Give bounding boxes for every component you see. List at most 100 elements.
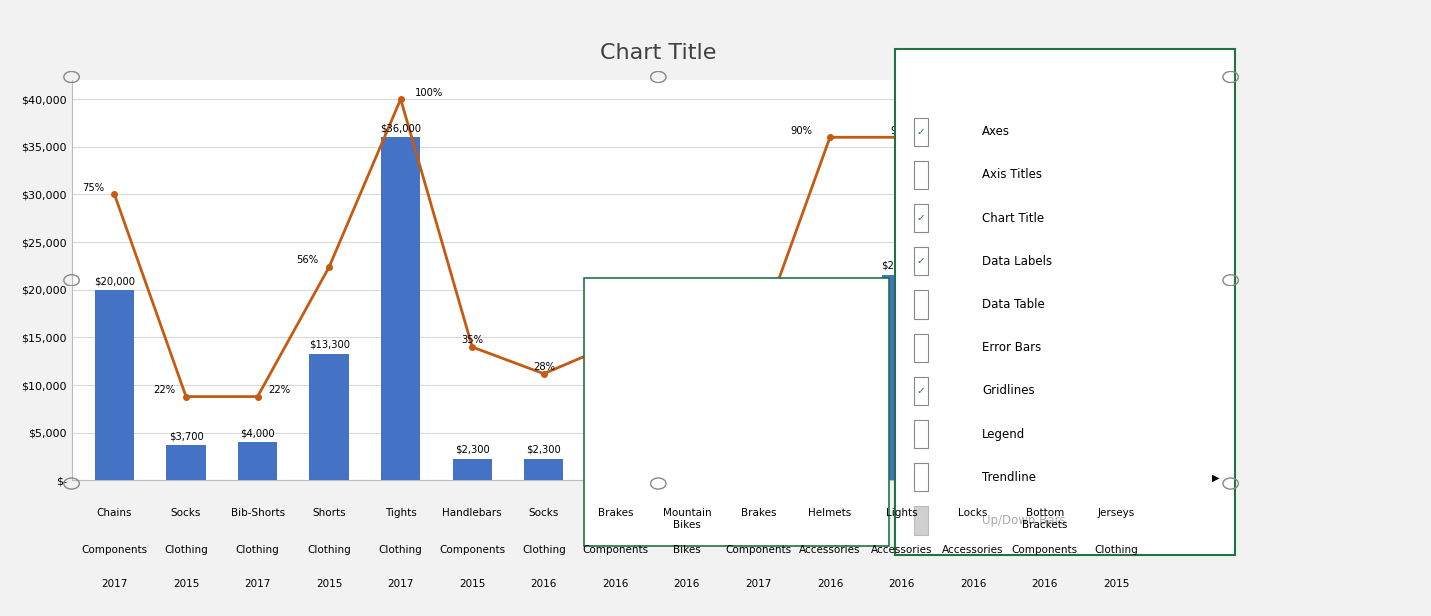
- Text: $29,800: $29,800: [953, 182, 993, 193]
- FancyBboxPatch shape: [913, 204, 927, 232]
- Text: 2015: 2015: [459, 579, 485, 589]
- Text: +: +: [1211, 54, 1226, 72]
- Text: Chart Elements: Chart Elements: [920, 69, 1035, 82]
- Text: 2017: 2017: [746, 579, 771, 589]
- FancyBboxPatch shape: [913, 118, 927, 146]
- FancyBboxPatch shape: [913, 247, 927, 275]
- Text: 5%: 5%: [1108, 455, 1125, 464]
- Text: 2015: 2015: [316, 579, 342, 589]
- Text: 2016: 2016: [674, 579, 700, 589]
- Text: Brakes: Brakes: [598, 508, 633, 518]
- Text: 2016: 2016: [602, 579, 628, 589]
- Text: 2017: 2017: [245, 579, 270, 589]
- Bar: [166, 445, 206, 480]
- Text: ✓: ✓: [916, 386, 924, 396]
- Bar: [94, 290, 135, 480]
- Text: 2015: 2015: [1103, 579, 1129, 589]
- Text: 56%: 56%: [296, 256, 319, 265]
- Text: Chart Title: Chart Title: [982, 212, 1045, 225]
- Text: Exponential: Exponential: [607, 355, 681, 368]
- Text: Components: Components: [726, 545, 791, 555]
- Text: Data Labels: Data Labels: [982, 255, 1052, 268]
- FancyBboxPatch shape: [913, 463, 927, 492]
- Text: Accessories: Accessories: [800, 545, 860, 555]
- Text: 22%: 22%: [153, 385, 176, 395]
- Text: Tights: Tights: [385, 508, 416, 518]
- Text: Error Bars: Error Bars: [982, 341, 1042, 354]
- Text: $21,600: $21,600: [881, 261, 922, 271]
- Text: Bikes: Bikes: [673, 545, 701, 555]
- Text: More Options...: More Options...: [607, 514, 703, 527]
- Text: $2,300: $2,300: [527, 445, 561, 455]
- Text: Accessories: Accessories: [871, 545, 932, 555]
- Bar: [309, 354, 349, 480]
- Text: $13,300: $13,300: [309, 340, 349, 350]
- Text: Legend: Legend: [982, 428, 1026, 440]
- Text: 2016: 2016: [889, 579, 914, 589]
- Text: 2016: 2016: [531, 579, 557, 589]
- Text: Mountain
Bikes: Mountain Bikes: [663, 508, 711, 530]
- Text: Chart Title: Chart Title: [600, 43, 717, 63]
- Text: $3,400: $3,400: [598, 434, 633, 444]
- FancyBboxPatch shape: [894, 49, 1235, 555]
- Text: 2017: 2017: [102, 579, 127, 589]
- Text: $6,700: $6,700: [1099, 403, 1133, 413]
- Text: 22%: 22%: [268, 385, 290, 395]
- Text: $6,300: $6,300: [670, 407, 704, 416]
- Text: Components: Components: [582, 545, 648, 555]
- Text: 90%: 90%: [790, 126, 813, 136]
- Bar: [667, 420, 707, 480]
- Text: Data Table: Data Table: [982, 298, 1045, 311]
- Text: Axis Titles: Axis Titles: [982, 168, 1042, 182]
- Text: Components: Components: [439, 545, 505, 555]
- Text: ✓: ✓: [916, 127, 924, 137]
- Text: Linear: Linear: [607, 302, 645, 315]
- Text: ✓: ✓: [916, 213, 924, 223]
- Text: Clothing: Clothing: [379, 545, 422, 555]
- Text: Socks: Socks: [528, 508, 560, 518]
- FancyBboxPatch shape: [913, 334, 927, 362]
- Text: ✓: ✓: [916, 256, 924, 266]
- Text: 2017: 2017: [388, 579, 414, 589]
- Text: $20,000: $20,000: [94, 276, 135, 286]
- Bar: [595, 448, 635, 480]
- Text: ▶: ▶: [1212, 472, 1219, 482]
- Text: 40%: 40%: [675, 317, 698, 326]
- Text: 83%: 83%: [1005, 152, 1027, 163]
- Text: Lights: Lights: [886, 508, 917, 518]
- Text: Gridlines: Gridlines: [982, 384, 1035, 397]
- Text: Helmets: Helmets: [809, 508, 851, 518]
- Text: Linear Forecast: Linear Forecast: [607, 408, 703, 421]
- Text: Up/Down Bars: Up/Down Bars: [982, 514, 1066, 527]
- Text: Jerseys: Jerseys: [1098, 508, 1135, 518]
- Text: $36,000: $36,000: [381, 123, 421, 134]
- Text: 100%: 100%: [415, 87, 444, 97]
- Text: Bib-Shorts: Bib-Shorts: [230, 508, 285, 518]
- Text: 2016: 2016: [960, 579, 986, 589]
- Text: $17,000: $17,000: [810, 304, 850, 315]
- Text: 36%: 36%: [604, 331, 627, 342]
- Text: Accessories: Accessories: [943, 545, 1003, 555]
- Text: Shorts: Shorts: [312, 508, 346, 518]
- Bar: [881, 275, 922, 480]
- Bar: [1096, 416, 1136, 480]
- Text: Components: Components: [1012, 545, 1078, 555]
- FancyBboxPatch shape: [584, 278, 889, 546]
- FancyBboxPatch shape: [913, 291, 927, 318]
- Text: Components: Components: [82, 545, 147, 555]
- Bar: [953, 197, 993, 480]
- Text: Clothing: Clothing: [236, 545, 279, 555]
- Text: $5,400: $5,400: [741, 415, 776, 425]
- Text: $3,700: $3,700: [169, 431, 203, 442]
- Bar: [810, 318, 850, 480]
- Bar: [238, 442, 278, 480]
- Text: Clothing: Clothing: [1095, 545, 1138, 555]
- Text: $2,300: $2,300: [455, 445, 489, 455]
- FancyBboxPatch shape: [913, 420, 927, 448]
- Text: Socks: Socks: [170, 508, 202, 518]
- Text: 2015: 2015: [173, 579, 199, 589]
- Text: $4,000: $4,000: [240, 429, 275, 439]
- Text: 20%: 20%: [1176, 392, 1199, 403]
- Text: 2016: 2016: [1032, 579, 1058, 589]
- Text: Clothing: Clothing: [165, 545, 207, 555]
